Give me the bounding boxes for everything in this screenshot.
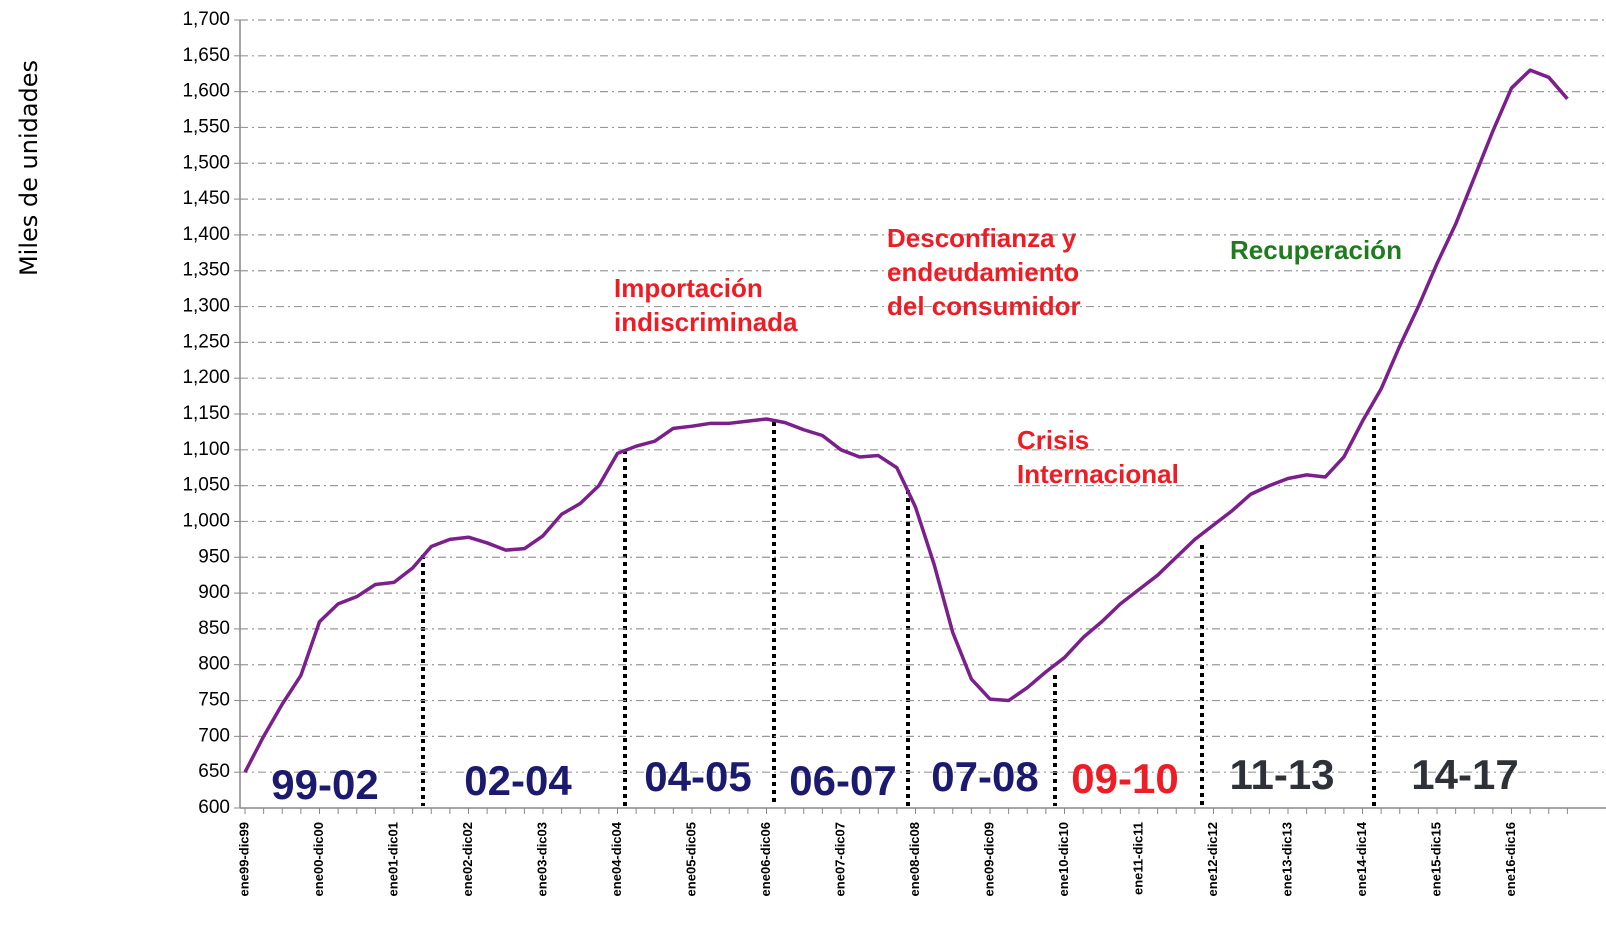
annotation: indiscriminada <box>614 307 798 337</box>
annotation: Importación <box>614 273 763 303</box>
period-label: 02-04 <box>464 757 572 804</box>
annotation: Crisis <box>1017 425 1089 455</box>
x-tick-label: ene11-dic11 <box>1130 822 1145 895</box>
period-dividers <box>421 418 1376 806</box>
y-tick-label: 1,200 <box>182 367 230 388</box>
annotation: Internacional <box>1017 459 1179 489</box>
x-tick-label: ene03-dic03 <box>534 822 549 896</box>
y-tick-label: 700 <box>198 725 230 746</box>
y-tick-label: 1,050 <box>182 475 230 496</box>
y-tick-label: 1,500 <box>182 152 230 173</box>
annotation: Desconfianza y <box>887 223 1077 253</box>
y-tick-label: 1,300 <box>182 296 230 317</box>
x-tick-label: ene02-dic02 <box>460 822 475 896</box>
y-tick-label: 1,350 <box>182 260 230 281</box>
y-tick-label: 1,600 <box>182 81 230 102</box>
annotation: del consumidor <box>887 291 1081 321</box>
x-tick-label: ene08-dic08 <box>907 822 922 896</box>
x-tick-label: ene12-dic12 <box>1205 822 1220 896</box>
x-tick-label: ene07-dic07 <box>832 822 847 896</box>
y-tick-label: 1,250 <box>182 331 230 352</box>
y-tick-label: 650 <box>198 761 230 782</box>
y-tick-label: 1,700 <box>182 9 230 30</box>
x-tick-label: ene10-dic10 <box>1056 822 1071 896</box>
period-label: 09-10 <box>1071 755 1178 802</box>
y-tick-label: 1,000 <box>182 510 230 531</box>
y-tick-label: 1,450 <box>182 188 230 209</box>
y-tick-label: 1,650 <box>182 45 230 66</box>
x-tick-label: ene04-dic04 <box>609 821 624 896</box>
x-tick-label: ene13-dic13 <box>1279 822 1294 896</box>
series-line <box>243 68 1569 773</box>
y-tick-label: 850 <box>198 618 230 639</box>
y-tick-label: 1,150 <box>182 403 230 424</box>
x-tick-label: ene05-dic05 <box>683 822 698 896</box>
annotation: endeudamiento <box>887 257 1079 287</box>
period-label: 99-02 <box>271 761 378 808</box>
x-tick-label: ene15-dic15 <box>1428 822 1443 896</box>
y-tick-label: 600 <box>198 797 230 818</box>
x-tick-label: ene06-dic06 <box>758 822 773 896</box>
x-tick-label: ene09-dic09 <box>981 822 996 896</box>
period-label: 14-17 <box>1411 751 1518 798</box>
x-tick-label: ene16-dic16 <box>1503 822 1518 896</box>
period-label: 04-05 <box>644 753 751 800</box>
y-tick-label: 750 <box>198 690 230 711</box>
y-tick-label: 1,100 <box>182 439 230 460</box>
x-tick-label: ene99-dic99 <box>236 822 251 896</box>
x-tick-label: ene01-dic01 <box>385 822 400 896</box>
x-tick-label: ene00-dic00 <box>311 822 326 896</box>
period-label: 11-13 <box>1229 751 1334 798</box>
annotation: Recuperación <box>1230 235 1402 265</box>
period-label: 07-08 <box>931 753 1038 800</box>
y-tick-label: 900 <box>198 582 230 603</box>
period-label: 06-07 <box>789 757 896 804</box>
y-tick-label: 800 <box>198 654 230 675</box>
y-axis-label: Miles de unidades <box>15 60 43 276</box>
y-tick-label: 1,400 <box>182 224 230 245</box>
x-tick-label: ene14-dic14 <box>1354 821 1369 896</box>
y-tick-label: 1,550 <box>182 116 230 137</box>
y-tick-label: 950 <box>198 546 230 567</box>
